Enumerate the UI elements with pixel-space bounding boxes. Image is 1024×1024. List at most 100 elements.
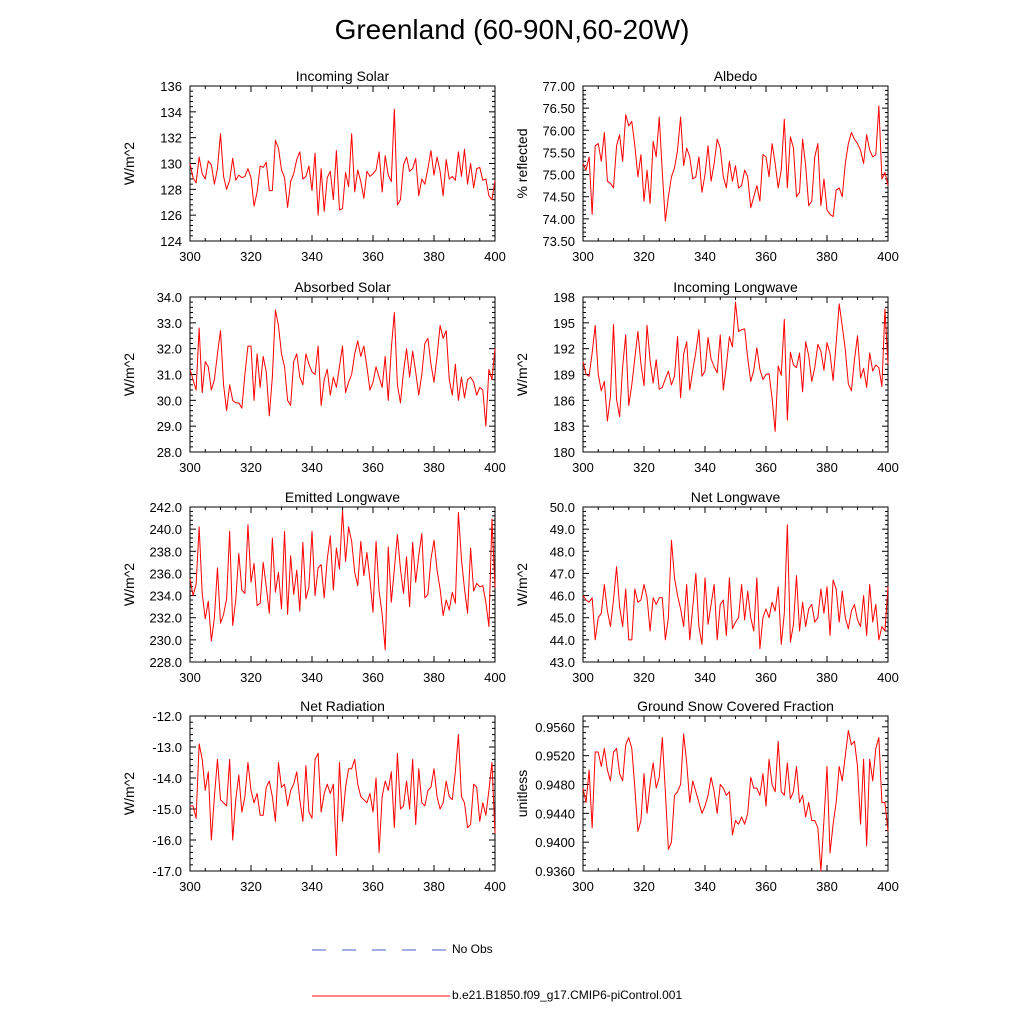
x-tick-label: 320: [633, 460, 655, 475]
y-tick-label: 73.50: [542, 234, 575, 249]
y-tick-label: 242.0: [149, 500, 182, 515]
x-tick-label: 400: [877, 670, 899, 685]
series-line: [582, 729, 889, 872]
x-tick-label: 320: [240, 249, 262, 264]
x-tick-label: 380: [816, 879, 838, 894]
y-tick-label: 0.9400: [535, 835, 575, 850]
series-line: [189, 108, 496, 216]
x-tick-label: 360: [755, 460, 777, 475]
x-tick-label: 340: [301, 249, 323, 264]
y-tick-label: 32.0: [157, 342, 182, 357]
y-tick-label: -16.0: [152, 833, 182, 848]
y-axis-label: W/m^2: [121, 772, 137, 815]
y-tick-label: 0.9360: [535, 864, 575, 879]
y-tick-label: 230.0: [149, 633, 182, 648]
y-tick-label: 128: [160, 182, 182, 197]
x-tick-label: 300: [179, 879, 201, 894]
y-tick-label: 238.0: [149, 544, 182, 559]
y-tick-label: 45.0: [550, 611, 575, 626]
y-tick-label: 34.0: [157, 290, 182, 305]
panel-title: Absorbed Solar: [294, 279, 391, 295]
y-tick-label: 48.0: [550, 544, 575, 559]
y-tick-label: 228.0: [149, 655, 182, 670]
x-tick-label: 380: [816, 249, 838, 264]
y-tick-label: 126: [160, 208, 182, 223]
legend-model-label: b.e21.B1850.f09_g17.CMIP6-piControl.001: [452, 988, 683, 1002]
legend-obs: No Obs: [310, 940, 810, 960]
legend-obs-swatch: [312, 949, 450, 951]
legend-model: b.e21.B1850.f09_g17.CMIP6-piControl.001: [310, 986, 810, 1006]
x-tick-label: 400: [484, 249, 506, 264]
y-tick-label: 240.0: [149, 522, 182, 537]
y-tick-label: 183: [553, 419, 575, 434]
x-tick-label: 300: [179, 249, 201, 264]
panel-incoming-solar: Incoming Solar W/m^2 300 320 340 360 380 400 124…: [121, 68, 506, 264]
x-tick-label: 300: [179, 460, 201, 475]
x-tick-label: 340: [301, 670, 323, 685]
x-tick-label: 360: [362, 879, 384, 894]
y-tick-label: -14.0: [152, 771, 182, 786]
y-tick-label: 29.0: [157, 419, 182, 434]
y-tick-label: -17.0: [152, 864, 182, 879]
y-tick-label: -12.0: [152, 709, 182, 724]
y-tick-label: 75.50: [542, 145, 575, 160]
series-line: [189, 309, 496, 427]
y-tick-label: 134: [160, 105, 182, 120]
panel-title: Emitted Longwave: [285, 489, 400, 505]
y-tick-label: 31.0: [157, 368, 182, 383]
panel-net-longwave: Net Longwave W/m^2 300 320 340 360 380 400 43.0 4…: [514, 489, 899, 685]
panel-ground-snow-covered-fraction: Ground Snow Covered Fraction unitless 300 3…: [514, 698, 899, 894]
plot-frame: [189, 506, 496, 663]
y-tick-label: 77.00: [542, 79, 575, 94]
y-tick-label: 47.0: [550, 566, 575, 581]
y-tick-label: 132: [160, 131, 182, 146]
x-tick-label: 300: [572, 670, 594, 685]
y-tick-label: 136: [160, 79, 182, 94]
y-tick-label: 46.0: [550, 589, 575, 604]
y-axis-label: W/m^2: [514, 563, 530, 606]
y-tick-label: 75.00: [542, 168, 575, 183]
x-tick-label: 380: [816, 670, 838, 685]
y-tick-label: 28.0: [157, 445, 182, 460]
y-tick-label: 0.9480: [535, 777, 575, 792]
x-tick-label: 360: [755, 249, 777, 264]
y-tick-label: 192: [553, 342, 575, 357]
y-tick-label: 33.0: [157, 316, 182, 331]
x-tick-label: 400: [877, 249, 899, 264]
x-tick-label: 380: [423, 249, 445, 264]
y-tick-label: 76.00: [542, 123, 575, 138]
x-tick-label: 380: [423, 879, 445, 894]
x-tick-label: 320: [633, 670, 655, 685]
x-tick-label: 380: [423, 670, 445, 685]
y-tick-label: 43.0: [550, 655, 575, 670]
y-tick-label: 232.0: [149, 611, 182, 626]
x-tick-label: 320: [240, 670, 262, 685]
y-tick-label: 130: [160, 157, 182, 172]
x-tick-label: 360: [362, 460, 384, 475]
panel-title: Albedo: [714, 68, 758, 84]
panel-title: Ground Snow Covered Fraction: [637, 698, 834, 714]
y-axis-label: W/m^2: [514, 353, 530, 396]
x-tick-label: 340: [694, 249, 716, 264]
y-tick-label: 180: [553, 445, 575, 460]
series-line: [582, 301, 889, 432]
y-tick-label: 189: [553, 368, 575, 383]
series-line: [582, 105, 889, 222]
y-axis-label: unitless: [514, 770, 530, 817]
y-tick-label: 74.00: [542, 212, 575, 227]
panel-title: Incoming Solar: [296, 68, 390, 84]
x-tick-label: 360: [362, 249, 384, 264]
panel-title: Net Longwave: [691, 489, 781, 505]
y-tick-label: -13.0: [152, 740, 182, 755]
y-tick-label: 195: [553, 316, 575, 331]
x-tick-label: 320: [633, 249, 655, 264]
series-line: [189, 509, 496, 651]
x-tick-label: 400: [484, 879, 506, 894]
x-tick-label: 380: [423, 460, 445, 475]
y-axis-label: W/m^2: [121, 563, 137, 606]
x-tick-label: 400: [877, 460, 899, 475]
series-line: [582, 524, 889, 650]
x-tick-label: 360: [755, 879, 777, 894]
